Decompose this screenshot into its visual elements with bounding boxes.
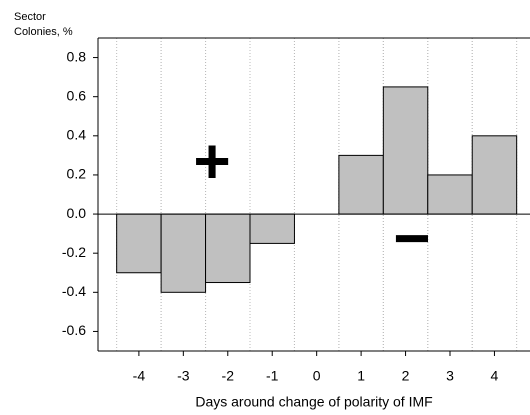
x-tick-label: 0: [313, 368, 321, 384]
x-tick-label: -1: [266, 368, 279, 384]
x-tick-label: -4: [133, 368, 146, 384]
y-axis-label: Sector: [14, 11, 46, 23]
y-tick-label: 0.8: [67, 48, 87, 64]
y-tick-label: -0.2: [62, 244, 86, 260]
bar: [471, 135, 518, 215]
y-tick-label: -0.4: [62, 283, 86, 299]
bar: [382, 86, 429, 215]
annotation: +: [193, 125, 230, 197]
bar: [160, 213, 207, 293]
y-tick-label: 0.2: [67, 166, 87, 182]
y-axis-label: Colonies, %: [14, 26, 73, 38]
y-tick-label: 0.0: [67, 205, 87, 221]
y-tick-label: -0.6: [62, 322, 86, 338]
x-tick-label: 4: [491, 368, 499, 384]
x-tick-label: 3: [446, 368, 454, 384]
x-tick-label: -2: [222, 368, 235, 384]
bar: [338, 154, 384, 215]
annotation: −: [393, 202, 430, 274]
y-tick-label: 0.4: [67, 127, 87, 143]
bar: [205, 213, 251, 284]
x-axis-label: Days around change of polarity of IMF: [195, 394, 432, 410]
x-tick-label: 2: [402, 368, 410, 384]
bar: [116, 213, 162, 274]
y-tick-label: 0.6: [67, 87, 87, 103]
x-tick-label: -3: [177, 368, 190, 384]
bar: [249, 213, 295, 244]
x-tick-label: 1: [357, 368, 365, 384]
bar: [427, 174, 473, 215]
